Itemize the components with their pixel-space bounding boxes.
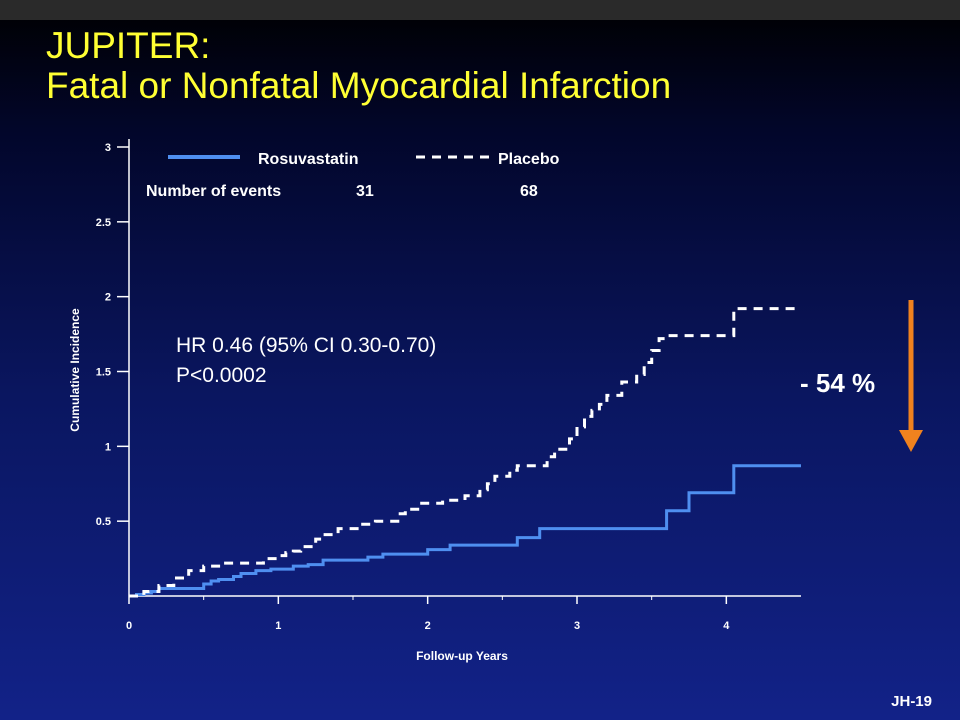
- y-tick-label: 1.5: [96, 367, 111, 379]
- series-line-placebo: [129, 307, 801, 598]
- title-line-1: JUPITER:: [46, 25, 211, 66]
- chart-series: [129, 307, 801, 598]
- events-placebo: 68: [520, 183, 538, 200]
- series-line-rosuvastatin: [129, 464, 801, 598]
- x-tick-label: 4: [723, 620, 730, 632]
- y-tick-label: 2.5: [96, 217, 111, 229]
- reduction-percent: - 54 %: [800, 368, 875, 398]
- y-tick-label: 1: [105, 441, 111, 453]
- x-tick-label: 3: [574, 620, 580, 632]
- top-bar: [0, 0, 960, 20]
- y-tick-label: 3: [105, 142, 111, 154]
- reduction-arrow-head: [899, 430, 923, 452]
- events-label: Number of events: [146, 183, 281, 200]
- chart-axes: [128, 139, 801, 597]
- slide-number: JH-19: [891, 693, 932, 710]
- chart-ticks: 0.5 1 1.5 2 2.5 3 0 1 2 3 4: [96, 142, 731, 632]
- y-axis-title: Cumulative Incidence: [68, 308, 82, 432]
- x-tick-label: 1: [275, 620, 281, 632]
- x-axis-title: Follow-up Years: [416, 649, 508, 663]
- title-line-2: Fatal or Nonfatal Myocardial Infarction: [46, 65, 672, 106]
- y-tick-label: 2: [105, 292, 111, 304]
- legend-placebo-label: Placebo: [498, 151, 560, 168]
- p-value-text: P<0.0002: [176, 364, 267, 387]
- x-tick-label: 2: [425, 620, 431, 632]
- slide-title: JUPITER: Fatal or Nonfatal Myocardial In…: [46, 26, 671, 106]
- legend-rosuvastatin-label: Rosuvastatin: [258, 151, 358, 168]
- events-rosuvastatin: 31: [356, 183, 374, 200]
- x-tick-label: 0: [126, 620, 132, 632]
- y-tick-label: 0.5: [96, 516, 111, 528]
- hazard-ratio-text: HR 0.46 (95% CI 0.30-0.70): [176, 334, 436, 357]
